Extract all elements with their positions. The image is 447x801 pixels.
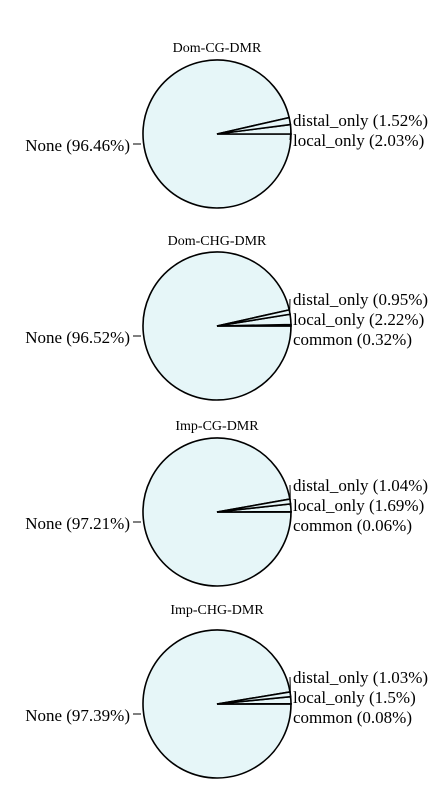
chart-title: Imp-CHG-DMR bbox=[170, 603, 264, 618]
slice-label-common: common (0.06%) bbox=[293, 516, 412, 535]
slice-label-none: None (96.46%) bbox=[25, 136, 130, 155]
leader-line-local-only bbox=[289, 504, 292, 508]
slice-label-none: None (97.39%) bbox=[25, 706, 130, 725]
pie-chart-dom-chg-dmr: Dom-CHG-DMR None (96.52%) distal_only (0.9… bbox=[25, 234, 428, 401]
pie-chart-imp-chg-dmr: Imp-CHG-DMR None (97.39%) distal_only (1.0… bbox=[25, 603, 428, 779]
slice-label-distal-only: distal_only (0.95%) bbox=[293, 290, 428, 309]
slice-label-distal-only: distal_only (1.52%) bbox=[293, 111, 428, 130]
slice-label-common: common (0.08%) bbox=[293, 708, 412, 727]
chart-title: Dom-CHG-DMR bbox=[168, 234, 267, 249]
slice-label-local-only: local_only (1.5%) bbox=[293, 688, 416, 707]
chart-title: Imp-CG-DMR bbox=[175, 419, 259, 434]
slice-label-none: None (97.21%) bbox=[25, 514, 130, 533]
slice-label-common: common (0.32%) bbox=[293, 330, 412, 349]
pie-chart-dom-cg-dmr: Dom-CG-DMR None (96.46%) distal_only (1.52… bbox=[25, 41, 428, 209]
slice-label-distal-only: distal_only (1.03%) bbox=[293, 668, 428, 687]
chart-title: Dom-CG-DMR bbox=[173, 41, 262, 56]
leader-line-local-only bbox=[289, 129, 292, 141]
slice-label-local-only: local_only (1.69%) bbox=[293, 496, 424, 515]
leader-line-common bbox=[289, 325, 292, 340]
leader-line-common bbox=[289, 703, 292, 718]
pie-chart-imp-cg-dmr: Imp-CG-DMR None (97.21%) distal_only (1.04… bbox=[25, 419, 428, 587]
leader-line-common bbox=[289, 511, 292, 526]
leader-line-local-only bbox=[289, 696, 292, 701]
slice-label-local-only: local_only (2.03%) bbox=[293, 131, 424, 150]
slice-label-none: None (96.52%) bbox=[25, 328, 130, 347]
slice-label-local-only: local_only (2.22%) bbox=[293, 310, 424, 329]
slice-label-distal-only: distal_only (1.04%) bbox=[293, 476, 428, 495]
